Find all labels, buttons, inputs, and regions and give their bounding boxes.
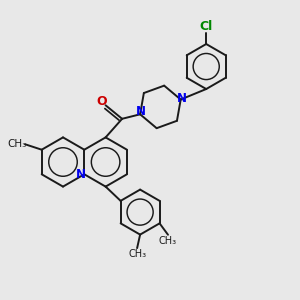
Text: CH₃: CH₃ <box>7 139 26 149</box>
Text: O: O <box>97 95 107 108</box>
Text: Cl: Cl <box>200 20 213 33</box>
Text: CH₃: CH₃ <box>128 249 146 259</box>
Text: N: N <box>177 92 187 104</box>
Text: N: N <box>136 105 146 118</box>
Text: CH₃: CH₃ <box>159 236 177 246</box>
Text: N: N <box>76 168 86 181</box>
